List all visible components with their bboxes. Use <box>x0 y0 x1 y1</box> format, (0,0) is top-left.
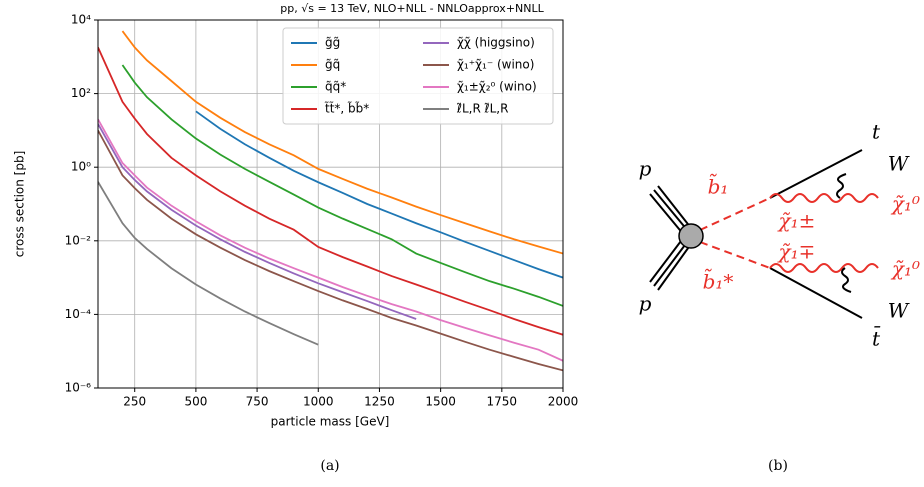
series-line <box>98 129 563 372</box>
diagram-label: W <box>888 299 910 323</box>
diagram-label: b̃₁* <box>703 267 734 293</box>
y-tick-label: 10⁻⁴ <box>65 307 92 321</box>
legend-label: g̃q̃ <box>325 58 340 72</box>
legend-label: χ̃₁±χ̃₂⁰ (wino) <box>457 80 537 94</box>
legend-label: g̃g̃ <box>325 36 340 50</box>
y-tick-label: 10⁴ <box>71 13 91 27</box>
chart-title: pp, √s = 13 TeV, NLO+NLL - NNLOapprox+NN… <box>280 2 544 15</box>
x-axis-label: particle mass [GeV] <box>271 415 390 429</box>
diagram-label: χ̃₁⁰ <box>890 257 920 281</box>
legend-label: q̃q̃* <box>325 80 346 94</box>
y-tick-label: 10⁰ <box>71 160 91 174</box>
x-tick-label: 1250 <box>364 395 395 409</box>
y-tick-label: 10⁻⁶ <box>65 381 92 395</box>
diagram-label: p <box>639 157 652 181</box>
series-line <box>98 181 319 346</box>
x-tick-label: 750 <box>246 395 269 409</box>
legend-label: t̃t̃*, b̃b̃* <box>325 101 370 115</box>
y-tick-label: 10⁻² <box>65 233 92 247</box>
x-tick-label: 2000 <box>548 395 579 409</box>
diagram-label: t̄ <box>872 325 881 350</box>
legend-label: χ̃₁⁺χ̃₁⁻ (wino) <box>457 58 534 72</box>
x-tick-label: 500 <box>184 395 207 409</box>
diagram-label: W <box>888 152 910 176</box>
series-line <box>195 110 563 279</box>
legend-label: χ̃χ̃ (higgsino) <box>457 36 535 50</box>
diagram-label: t <box>872 120 881 144</box>
series-line <box>98 118 563 362</box>
series-line <box>98 47 563 336</box>
diagram-label: χ̃₁∓ <box>777 240 816 264</box>
diagram-label: χ̃₁± <box>777 209 816 233</box>
y-tick-label: 10² <box>71 86 91 100</box>
x-tick-label: 1750 <box>487 395 518 409</box>
series-line <box>98 123 417 320</box>
caption: (b) <box>768 458 788 474</box>
x-tick-label: 1000 <box>303 395 334 409</box>
legend-box <box>282 27 554 125</box>
plot-frame <box>97 19 564 389</box>
diagram-label: p <box>639 292 652 316</box>
x-tick-label: 1500 <box>425 395 456 409</box>
diagram-label: b̃₁ <box>708 172 729 198</box>
caption: (a) <box>320 458 339 474</box>
feynman-diagram <box>649 149 879 319</box>
legend-label: ℓ̃L,R ℓ̃L,R <box>456 102 508 116</box>
diagram-label: χ̃₁⁰ <box>890 192 920 216</box>
series-line <box>121 64 563 307</box>
series-line <box>121 30 563 255</box>
y-axis-label: cross section [pb] <box>13 151 27 258</box>
x-tick-label: 250 <box>123 395 146 409</box>
